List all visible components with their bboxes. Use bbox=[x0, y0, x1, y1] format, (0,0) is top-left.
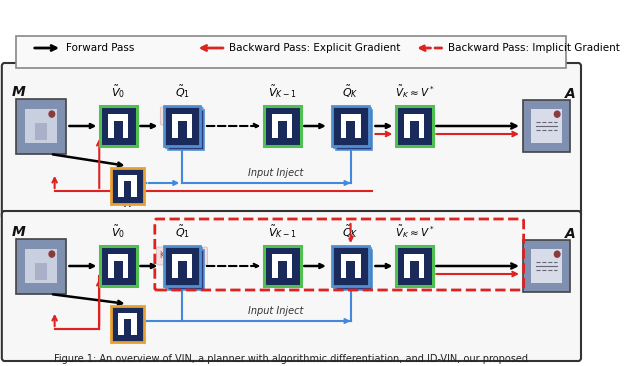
Bar bbox=[264, 106, 301, 146]
Bar bbox=[523, 100, 570, 152]
Bar bbox=[108, 254, 114, 279]
Text: $\hat{R}$: $\hat{R}$ bbox=[123, 194, 132, 210]
Bar bbox=[123, 254, 129, 279]
Bar bbox=[334, 248, 371, 288]
Text: Input Inject: Input Inject bbox=[248, 306, 303, 316]
Text: $\tilde{V}_0$: $\tilde{V}_0$ bbox=[111, 83, 125, 100]
Text: $\hat{R}$: $\hat{R}$ bbox=[123, 330, 132, 346]
Bar bbox=[531, 249, 562, 283]
Bar bbox=[340, 254, 360, 261]
Bar bbox=[168, 110, 204, 150]
Text: $\tilde{V}_{K-1}$: $\tilde{V}_{K-1}$ bbox=[268, 223, 296, 240]
Bar bbox=[272, 113, 292, 120]
Text: $\tilde{V}_{K-1}$: $\tilde{V}_{K-1}$ bbox=[268, 83, 296, 100]
Text: K Layers: K Layers bbox=[166, 111, 198, 120]
Bar bbox=[26, 109, 56, 143]
Bar bbox=[336, 250, 372, 290]
Bar bbox=[355, 254, 360, 279]
Bar bbox=[396, 246, 433, 286]
Bar bbox=[336, 110, 372, 150]
Bar bbox=[340, 113, 360, 120]
Bar bbox=[131, 313, 136, 335]
Circle shape bbox=[554, 251, 560, 257]
Bar bbox=[186, 254, 192, 279]
Bar bbox=[287, 113, 292, 138]
Circle shape bbox=[49, 111, 54, 117]
Bar bbox=[118, 175, 136, 181]
Circle shape bbox=[554, 111, 560, 117]
Bar bbox=[272, 113, 278, 138]
Bar bbox=[108, 113, 114, 138]
Bar bbox=[118, 175, 124, 197]
Bar bbox=[35, 123, 47, 140]
Bar bbox=[131, 175, 136, 197]
Text: Input Inject: Input Inject bbox=[248, 168, 303, 178]
Bar bbox=[108, 113, 129, 120]
FancyBboxPatch shape bbox=[17, 36, 566, 68]
Text: M: M bbox=[12, 225, 25, 239]
Bar bbox=[340, 254, 346, 279]
Bar bbox=[332, 246, 369, 286]
Text: M: M bbox=[12, 85, 25, 99]
Bar bbox=[186, 113, 192, 138]
Bar bbox=[264, 246, 301, 286]
Bar bbox=[334, 108, 371, 148]
Bar bbox=[16, 98, 66, 153]
FancyBboxPatch shape bbox=[157, 247, 207, 265]
Bar bbox=[531, 109, 562, 143]
Text: $\tilde{V}_K \approx V^*$: $\tilde{V}_K \approx V^*$ bbox=[394, 223, 434, 240]
Bar bbox=[396, 106, 433, 146]
Bar bbox=[164, 106, 200, 146]
Bar bbox=[118, 313, 136, 319]
Bar bbox=[111, 168, 144, 204]
Text: A: A bbox=[564, 227, 575, 241]
Text: $\tilde{Q}_1$: $\tilde{Q}_1$ bbox=[175, 223, 189, 240]
Text: Figure 1: An overview of VIN, a planner with algorithmic differentiation, and ID: Figure 1: An overview of VIN, a planner … bbox=[54, 354, 529, 364]
Text: K Iterations: K Iterations bbox=[160, 250, 204, 259]
FancyBboxPatch shape bbox=[2, 211, 581, 361]
Bar bbox=[118, 313, 124, 335]
Bar bbox=[123, 113, 129, 138]
Bar bbox=[172, 254, 178, 279]
Bar bbox=[272, 254, 278, 279]
Bar bbox=[166, 248, 202, 288]
Bar bbox=[523, 240, 570, 292]
Bar bbox=[100, 246, 136, 286]
Bar bbox=[272, 254, 292, 261]
FancyBboxPatch shape bbox=[2, 63, 581, 219]
Bar bbox=[419, 254, 424, 279]
Bar bbox=[287, 254, 292, 279]
Text: $\tilde{V}_0$: $\tilde{V}_0$ bbox=[111, 223, 125, 240]
Bar bbox=[35, 262, 47, 280]
Bar bbox=[404, 113, 424, 120]
FancyBboxPatch shape bbox=[160, 107, 204, 125]
Bar bbox=[172, 113, 192, 120]
Text: $\tilde{V}_K \approx V^*$: $\tilde{V}_K \approx V^*$ bbox=[394, 83, 434, 100]
Bar bbox=[404, 254, 410, 279]
Text: $\tilde{Q}_K$: $\tilde{Q}_K$ bbox=[342, 223, 359, 240]
Bar bbox=[172, 254, 192, 261]
Bar bbox=[166, 108, 202, 148]
Bar bbox=[16, 239, 66, 294]
Bar bbox=[168, 250, 204, 290]
Bar bbox=[419, 113, 424, 138]
Bar bbox=[164, 246, 200, 286]
Text: Backward Pass: Implicit Gradient: Backward Pass: Implicit Gradient bbox=[448, 43, 620, 53]
Text: $\tilde{Q}_K$: $\tilde{Q}_K$ bbox=[342, 83, 359, 100]
Bar bbox=[404, 113, 410, 138]
Bar bbox=[100, 106, 136, 146]
Bar bbox=[355, 113, 360, 138]
Bar bbox=[111, 306, 144, 342]
Text: $\tilde{Q}_1$: $\tilde{Q}_1$ bbox=[175, 83, 189, 100]
Text: Forward Pass: Forward Pass bbox=[65, 43, 134, 53]
Bar bbox=[332, 106, 369, 146]
Text: Backward Pass: Explicit Gradient: Backward Pass: Explicit Gradient bbox=[230, 43, 401, 53]
Bar bbox=[108, 254, 129, 261]
Bar bbox=[340, 113, 346, 138]
Circle shape bbox=[49, 251, 54, 257]
Bar bbox=[172, 113, 178, 138]
Bar bbox=[404, 254, 424, 261]
Bar bbox=[26, 249, 56, 283]
Text: A: A bbox=[564, 87, 575, 101]
